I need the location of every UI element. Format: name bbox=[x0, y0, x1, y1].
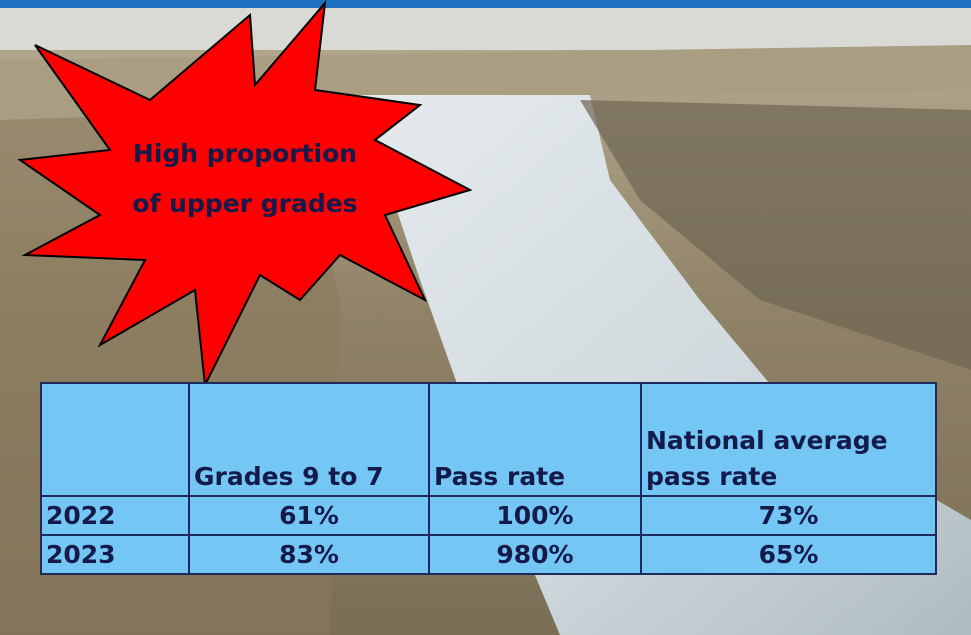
starburst-text: High proportion bbox=[133, 139, 357, 168]
header-cell bbox=[41, 383, 189, 496]
year-cell: 2023 bbox=[41, 535, 189, 574]
header-cell: Grades 9 to 7 bbox=[189, 383, 429, 496]
header-row: Grades 9 to 7 Pass rate National average… bbox=[41, 383, 936, 496]
value-cell: 73% bbox=[641, 496, 936, 535]
results-table: Grades 9 to 7 Pass rate National average… bbox=[40, 382, 937, 575]
slide: High proportion of upper grades Grades 9… bbox=[0, 0, 971, 635]
starburst-text: of upper grades bbox=[132, 189, 357, 218]
header-cell: Pass rate bbox=[429, 383, 641, 496]
value-cell: 83% bbox=[189, 535, 429, 574]
value-cell: 980% bbox=[429, 535, 641, 574]
header-cell: National average pass rate bbox=[641, 383, 936, 496]
value-cell: 100% bbox=[429, 496, 641, 535]
value-cell: 61% bbox=[189, 496, 429, 535]
year-cell: 2022 bbox=[41, 496, 189, 535]
value-cell: 65% bbox=[641, 535, 936, 574]
